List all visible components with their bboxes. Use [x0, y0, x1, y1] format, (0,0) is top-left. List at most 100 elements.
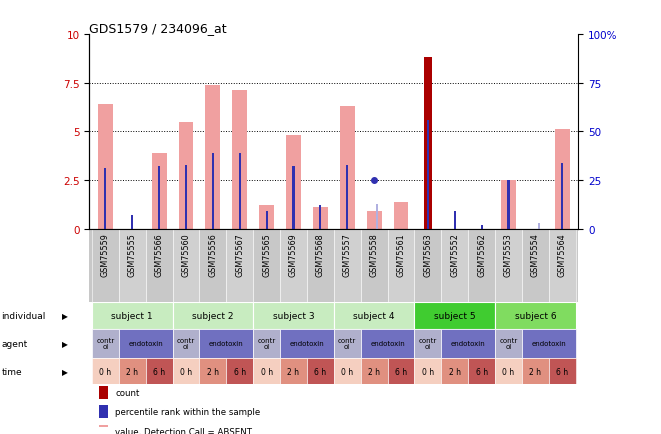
Bar [334, 229, 361, 302]
Text: 6 h: 6 h [234, 367, 246, 376]
Bar [340, 107, 355, 229]
Bar [92, 229, 119, 302]
Text: contr
ol: contr ol [177, 337, 195, 350]
Bar [549, 358, 576, 385]
Text: subject 2: subject 2 [192, 311, 233, 320]
Bar [508, 181, 510, 229]
Text: subject 4: subject 4 [354, 311, 395, 320]
Text: 6 h: 6 h [153, 367, 165, 376]
Text: GSM75565: GSM75565 [262, 233, 271, 276]
Bar [522, 229, 549, 302]
Bar [239, 154, 241, 229]
Bar [495, 302, 576, 329]
Bar [173, 358, 200, 385]
Text: 6 h: 6 h [475, 367, 488, 376]
Bar [226, 358, 253, 385]
Bar [313, 208, 328, 229]
Bar [522, 358, 549, 385]
Bar [253, 329, 280, 358]
Bar [453, 212, 456, 229]
Bar [233, 91, 247, 229]
Text: GDS1579 / 234096_at: GDS1579 / 234096_at [89, 22, 227, 35]
Text: contr
ol: contr ol [338, 337, 356, 350]
Text: ▶: ▶ [62, 339, 67, 348]
Text: time: time [1, 367, 22, 376]
Text: GSM75555: GSM75555 [128, 233, 137, 277]
Text: endotoxin: endotoxin [531, 340, 566, 346]
Text: individual: individual [1, 311, 46, 320]
Bar [152, 154, 167, 229]
Bar [173, 302, 253, 329]
Text: 0 h: 0 h [502, 367, 514, 376]
Bar [387, 358, 414, 385]
Text: GSM75552: GSM75552 [450, 233, 459, 277]
Text: count: count [115, 388, 139, 397]
Bar [173, 329, 200, 358]
Text: GSM75567: GSM75567 [235, 233, 245, 276]
Bar [501, 181, 516, 229]
Bar [92, 329, 119, 358]
Bar [119, 229, 145, 302]
Text: 6 h: 6 h [395, 367, 407, 376]
Text: GSM75553: GSM75553 [504, 233, 513, 276]
Bar [414, 358, 442, 385]
Text: 2 h: 2 h [288, 367, 299, 376]
Text: subject 3: subject 3 [273, 311, 314, 320]
Bar [361, 329, 414, 358]
Bar [468, 358, 495, 385]
Bar [99, 386, 108, 398]
Bar [185, 165, 187, 229]
Bar [361, 229, 387, 302]
Text: subject 5: subject 5 [434, 311, 475, 320]
Bar [495, 358, 522, 385]
Bar [307, 358, 334, 385]
Text: GSM75557: GSM75557 [343, 233, 352, 277]
Bar [226, 229, 253, 302]
Bar [334, 358, 361, 385]
Text: subject 6: subject 6 [514, 311, 556, 320]
Text: subject 1: subject 1 [112, 311, 153, 320]
Bar [414, 229, 442, 302]
Text: contr
ol: contr ol [97, 337, 114, 350]
Bar [200, 329, 253, 358]
Text: ▶: ▶ [62, 311, 67, 320]
Bar [387, 229, 414, 302]
Bar [367, 212, 381, 229]
Bar [292, 167, 295, 229]
Bar [442, 358, 468, 385]
Text: 2 h: 2 h [126, 367, 138, 376]
Bar [561, 163, 563, 229]
Bar [92, 302, 173, 329]
Bar [98, 105, 113, 229]
Bar [266, 212, 268, 229]
Bar [178, 122, 194, 229]
Bar [145, 229, 173, 302]
Text: ▶: ▶ [62, 367, 67, 376]
Text: 0 h: 0 h [422, 367, 434, 376]
Text: GSM75566: GSM75566 [155, 233, 164, 276]
Bar [361, 358, 387, 385]
Text: GSM75560: GSM75560 [182, 233, 190, 276]
Text: 0 h: 0 h [180, 367, 192, 376]
Text: endotoxin: endotoxin [451, 340, 486, 346]
Text: GSM75564: GSM75564 [558, 233, 566, 276]
Bar [495, 229, 522, 302]
Bar [427, 120, 429, 229]
Text: GSM75563: GSM75563 [423, 233, 432, 276]
Bar [206, 85, 220, 229]
Bar [346, 165, 348, 229]
Bar [92, 358, 119, 385]
Text: GSM75568: GSM75568 [316, 233, 325, 276]
Bar [334, 302, 414, 329]
Text: GSM75556: GSM75556 [208, 233, 217, 276]
Bar [200, 358, 226, 385]
Bar [145, 358, 173, 385]
Text: endotoxin: endotoxin [290, 340, 325, 346]
Bar [414, 329, 442, 358]
Text: GSM75558: GSM75558 [369, 233, 379, 276]
Bar [131, 216, 134, 229]
Bar [468, 229, 495, 302]
Bar [280, 358, 307, 385]
Bar [307, 229, 334, 302]
Text: GSM75554: GSM75554 [531, 233, 540, 276]
